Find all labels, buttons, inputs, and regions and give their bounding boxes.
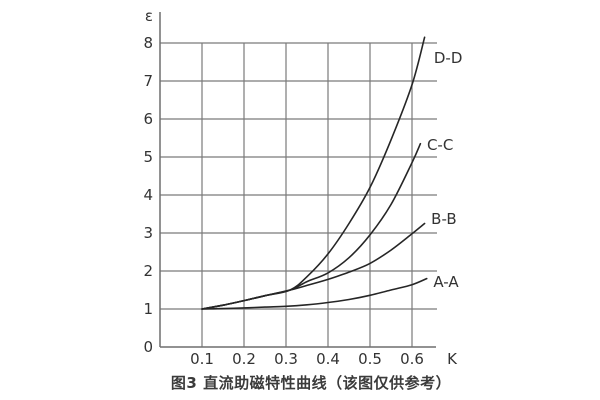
x-tick-label-0.4: 0.4: [316, 350, 340, 368]
series-label-A-A: A-A: [433, 273, 459, 291]
y-tick-label-8: 8: [143, 34, 153, 52]
y-tick-label-4: 4: [143, 186, 153, 204]
x-tick-label-0.6: 0.6: [400, 350, 424, 368]
x-tick-label-0.3: 0.3: [274, 350, 298, 368]
x-tick-label-0.2: 0.2: [232, 350, 256, 368]
y-tick-label-2: 2: [143, 262, 153, 280]
y-tick-label-3: 3: [143, 224, 153, 242]
series-label-D-D: D-D: [434, 49, 463, 67]
curve-D-D: [201, 36, 426, 310]
x-tick-label-0.5: 0.5: [358, 350, 382, 368]
curve-A-A: [201, 277, 428, 310]
y-tick-label-7: 7: [143, 72, 153, 90]
y-tick-label-0: 0: [143, 338, 153, 356]
x-axis-label: K: [447, 350, 458, 368]
y-tick-label-1: 1: [143, 300, 153, 318]
chart-caption: 图3 直流助磁特性曲线（该图仅供参考）: [170, 374, 452, 392]
x-tick-label-0.1: 0.1: [190, 350, 214, 368]
series-label-B-B: B-B: [431, 210, 456, 228]
y-tick-label-6: 6: [143, 110, 153, 128]
curve-B-B: [201, 222, 426, 310]
series-label-C-C: C-C: [427, 136, 453, 154]
y-axis-label: ε: [145, 7, 153, 25]
y-tick-label-5: 5: [143, 148, 153, 166]
